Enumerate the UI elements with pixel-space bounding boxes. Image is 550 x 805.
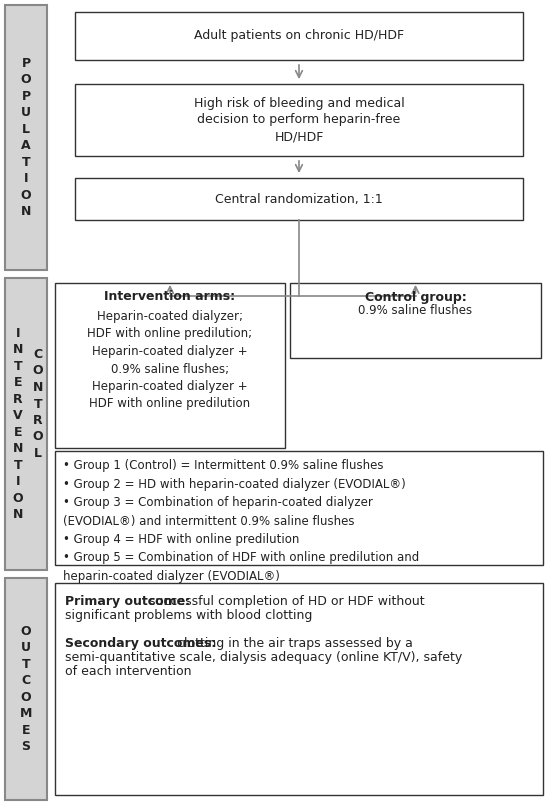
Text: High risk of bleeding and medical
decision to perform heparin-free
HD/HDF: High risk of bleeding and medical decisi… — [194, 97, 404, 143]
FancyBboxPatch shape — [5, 5, 47, 270]
Text: Central randomization, 1:1: Central randomization, 1:1 — [215, 192, 383, 205]
FancyBboxPatch shape — [5, 578, 47, 800]
Text: • Group 1 (Control) = Intermittent 0.9% saline flushes
• Group 2 = HD with hepar: • Group 1 (Control) = Intermittent 0.9% … — [63, 459, 419, 583]
Text: C
O
N
T
R
O
L: C O N T R O L — [32, 348, 43, 460]
FancyBboxPatch shape — [55, 583, 543, 795]
Text: Secondary outcomes:: Secondary outcomes: — [65, 637, 216, 650]
Text: successful completion of HD or HDF without: successful completion of HD or HDF witho… — [145, 595, 425, 608]
FancyBboxPatch shape — [55, 283, 285, 448]
FancyBboxPatch shape — [55, 451, 543, 565]
FancyBboxPatch shape — [5, 278, 47, 570]
Text: Heparin-coated dialyzer;
HDF with online predilution;
Heparin-coated dialyzer +
: Heparin-coated dialyzer; HDF with online… — [87, 310, 252, 411]
Text: O
U
T
C
O
M
E
S: O U T C O M E S — [20, 625, 32, 753]
Text: 0.9% saline flushes: 0.9% saline flushes — [359, 304, 472, 317]
Text: Control group:: Control group: — [365, 291, 466, 303]
Text: clotting in the air traps assessed by a: clotting in the air traps assessed by a — [173, 637, 413, 650]
FancyBboxPatch shape — [75, 12, 523, 60]
Text: P
O
P
U
L
A
T
I
O
N: P O P U L A T I O N — [21, 56, 31, 218]
FancyBboxPatch shape — [290, 283, 541, 358]
Text: Primary outcome:: Primary outcome: — [65, 595, 190, 608]
Text: Intervention arms:: Intervention arms: — [104, 290, 235, 303]
Text: Adult patients on chronic HD/HDF: Adult patients on chronic HD/HDF — [194, 30, 404, 43]
FancyBboxPatch shape — [75, 84, 523, 156]
Text: of each intervention: of each intervention — [65, 665, 191, 678]
FancyBboxPatch shape — [75, 178, 523, 220]
Text: semi-quantitative scale, dialysis adequacy (online KT/V), safety: semi-quantitative scale, dialysis adequa… — [65, 651, 462, 664]
Text: significant problems with blood clotting: significant problems with blood clotting — [65, 609, 312, 622]
Text: I
N
T
E
R
V
E
N
T
I
O
N: I N T E R V E N T I O N — [13, 327, 23, 522]
